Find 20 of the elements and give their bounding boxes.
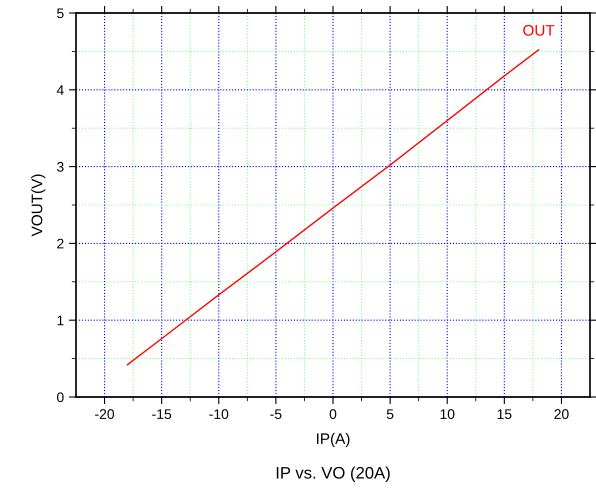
y-tick-label: 1 bbox=[58, 316, 64, 326]
series-label: OUT bbox=[523, 24, 554, 36]
x-tick-label: 0 bbox=[330, 409, 336, 420]
x-tick-label: 15 bbox=[498, 409, 512, 420]
y-axis-title: VOUT(V) bbox=[31, 174, 46, 236]
y-tick-label: 2 bbox=[57, 238, 64, 248]
x-axis-title: IP(A) bbox=[317, 432, 350, 448]
x-tick-label: 5 bbox=[386, 409, 394, 420]
x-tick-label: -10 bbox=[209, 409, 228, 420]
x-tick-label: -15 bbox=[152, 409, 172, 420]
y-tick-label: 5 bbox=[57, 8, 64, 18]
line-series bbox=[126, 49, 540, 366]
y-tick-label: 3 bbox=[57, 162, 64, 172]
y-tick-label: 0 bbox=[57, 392, 64, 402]
x-tick-label: -20 bbox=[95, 409, 114, 420]
y-tick-label: 4 bbox=[56, 85, 64, 95]
x-tick-label: 20 bbox=[554, 409, 569, 420]
text: IP vs. VO (20A) bbox=[276, 466, 390, 482]
x-tick-label: -5 bbox=[270, 409, 282, 420]
x-tick-label: 10 bbox=[440, 409, 454, 420]
